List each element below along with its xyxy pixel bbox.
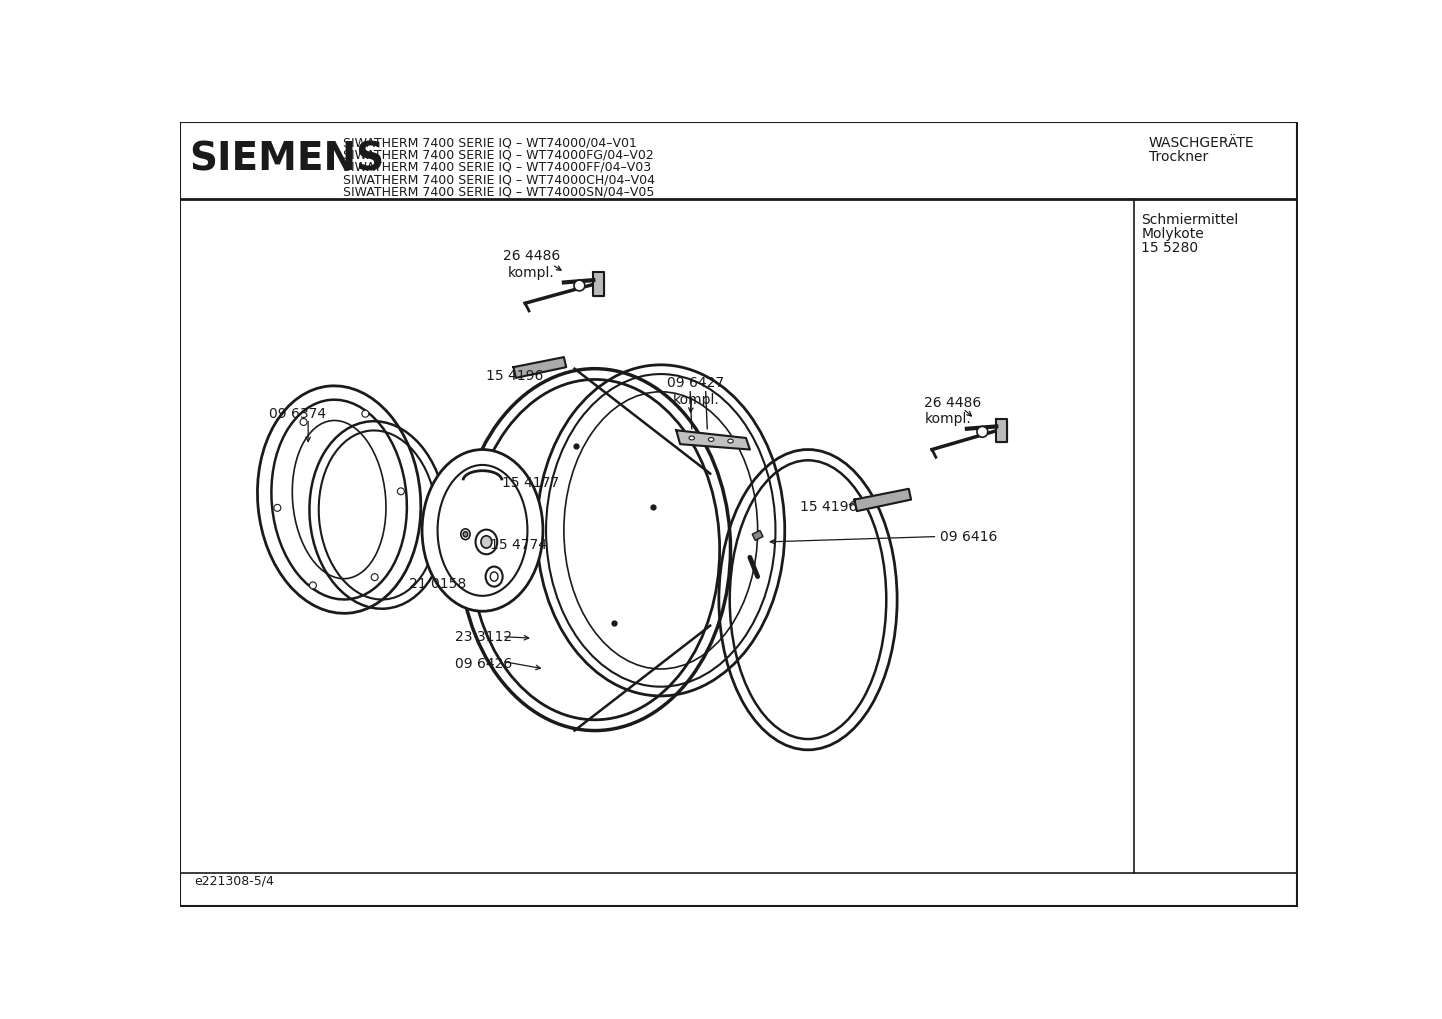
Text: 09 6426: 09 6426 (456, 657, 512, 672)
Ellipse shape (574, 280, 585, 290)
Text: SIWATHERM 7400 SERIE IQ – WT74000FF/04–V03: SIWATHERM 7400 SERIE IQ – WT74000FF/04–V… (343, 161, 652, 174)
Text: Trockner: Trockner (1149, 150, 1208, 164)
Polygon shape (513, 357, 567, 378)
Text: 09 6374: 09 6374 (270, 408, 326, 421)
Polygon shape (593, 272, 604, 296)
Text: 15 4196: 15 4196 (800, 499, 858, 514)
Text: SIWATHERM 7400 SERIE IQ – WT74000/04–V01: SIWATHERM 7400 SERIE IQ – WT74000/04–V01 (343, 137, 637, 149)
Ellipse shape (274, 504, 281, 512)
Text: Molykote: Molykote (1141, 227, 1204, 242)
Text: 21 0158: 21 0158 (410, 577, 466, 591)
Text: 15 4196: 15 4196 (486, 369, 544, 383)
Text: 23 3112: 23 3112 (456, 631, 512, 644)
Text: e221308-5/4: e221308-5/4 (195, 874, 274, 888)
Text: 15 4177: 15 4177 (502, 477, 559, 490)
Ellipse shape (976, 426, 988, 437)
Text: SIWATHERM 7400 SERIE IQ – WT74000FG/04–V02: SIWATHERM 7400 SERIE IQ – WT74000FG/04–V… (343, 149, 653, 161)
Ellipse shape (371, 574, 378, 581)
Text: 26 4486
kompl.: 26 4486 kompl. (924, 395, 982, 426)
Ellipse shape (486, 567, 503, 587)
Ellipse shape (423, 449, 544, 611)
Ellipse shape (310, 582, 316, 589)
Text: 09 6427
kompl.: 09 6427 kompl. (668, 376, 724, 407)
Text: 26 4486
kompl.: 26 4486 kompl. (503, 250, 559, 279)
Ellipse shape (461, 529, 470, 540)
Ellipse shape (708, 437, 714, 441)
Polygon shape (676, 430, 750, 449)
Ellipse shape (398, 488, 404, 495)
Ellipse shape (482, 536, 492, 548)
Polygon shape (996, 419, 1007, 442)
Ellipse shape (300, 419, 307, 426)
Polygon shape (753, 530, 763, 540)
Text: 09 6416: 09 6416 (940, 530, 996, 544)
Text: SIWATHERM 7400 SERIE IQ – WT74000CH/04–V04: SIWATHERM 7400 SERIE IQ – WT74000CH/04–V… (343, 173, 655, 186)
Text: SIWATHERM 7400 SERIE IQ – WT74000SN/04–V05: SIWATHERM 7400 SERIE IQ – WT74000SN/04–V… (343, 185, 655, 199)
Text: 15 4774: 15 4774 (490, 538, 548, 552)
Ellipse shape (728, 439, 733, 443)
Text: WASCHGERÄTE: WASCHGERÄTE (1149, 137, 1255, 150)
Ellipse shape (689, 436, 695, 440)
Polygon shape (855, 489, 911, 512)
Text: SIEMENS: SIEMENS (189, 141, 385, 178)
Ellipse shape (476, 530, 497, 554)
Text: Schmiermittel: Schmiermittel (1141, 213, 1239, 227)
Ellipse shape (362, 411, 369, 417)
Ellipse shape (463, 532, 467, 537)
Text: 15 5280: 15 5280 (1141, 240, 1198, 255)
